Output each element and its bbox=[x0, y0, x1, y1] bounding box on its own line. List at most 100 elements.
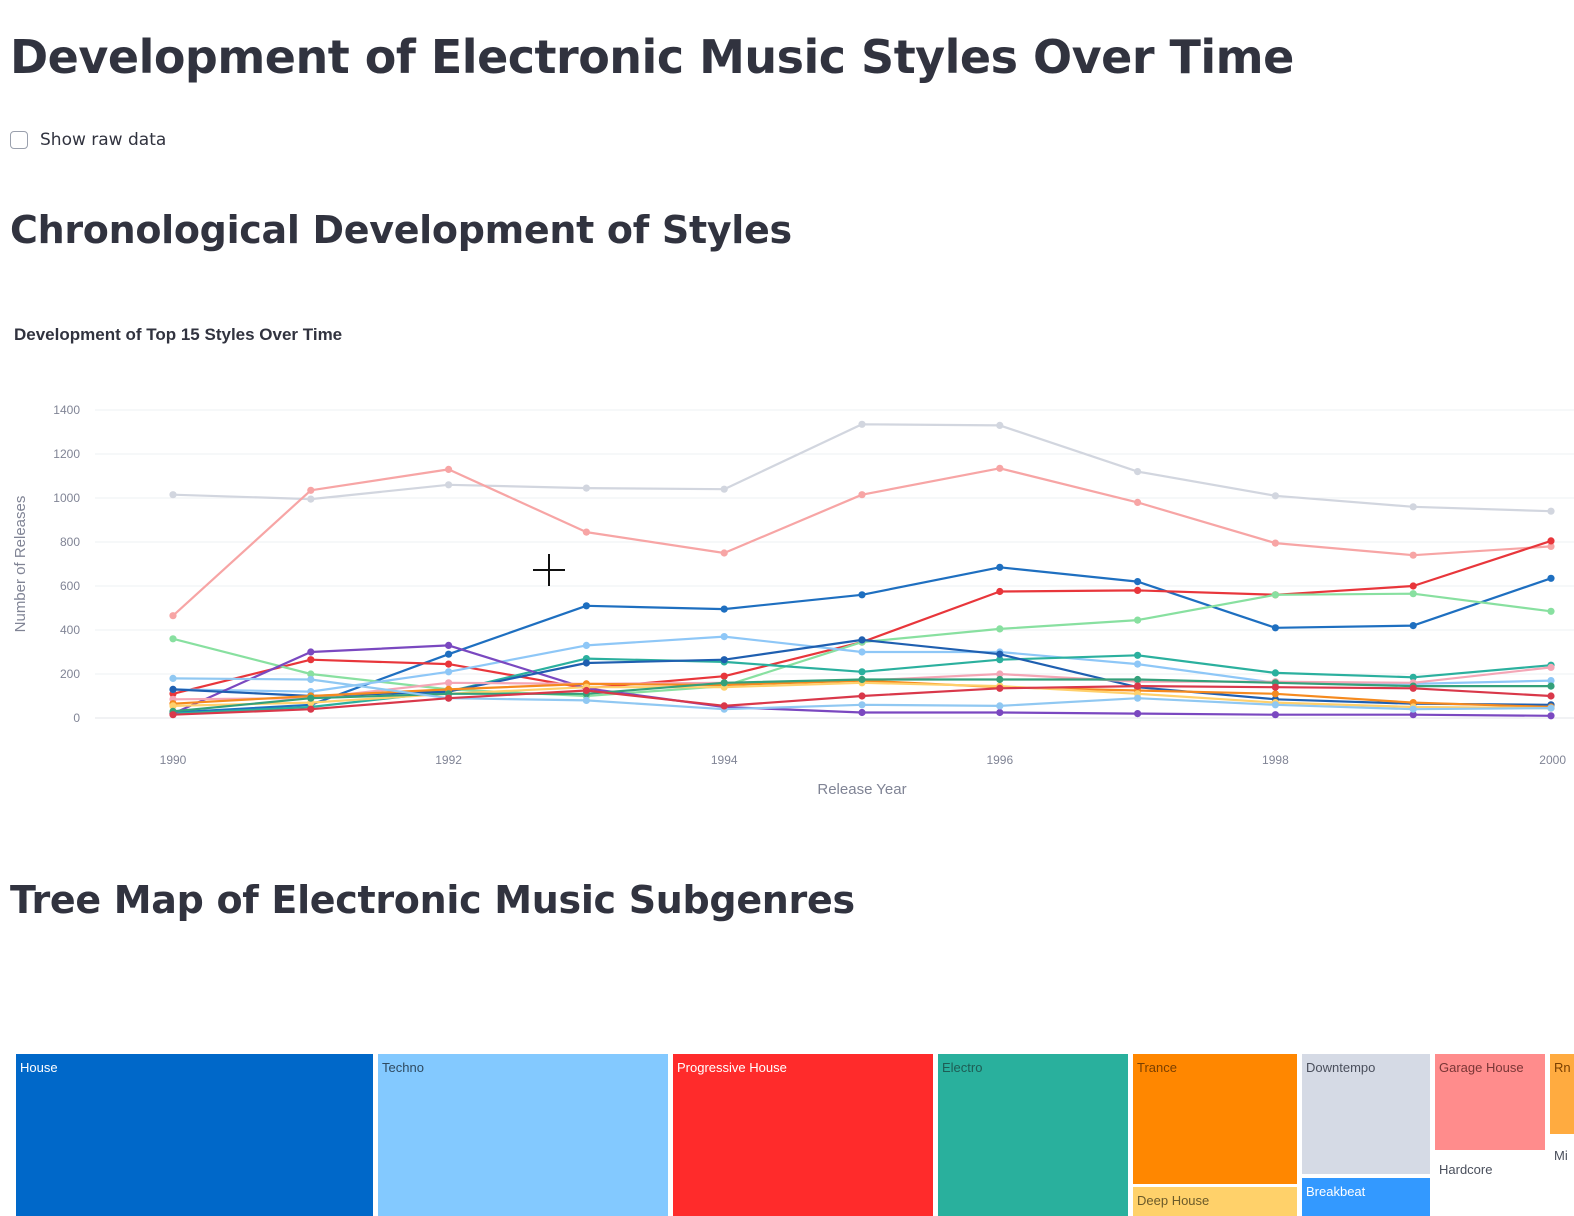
data-point bbox=[996, 708, 1004, 717]
chart-title: Development of Top 15 Styles Over Time bbox=[14, 325, 342, 344]
data-point bbox=[1409, 590, 1417, 598]
checkbox-label: Show raw data bbox=[40, 130, 167, 150]
data-point bbox=[1271, 591, 1279, 599]
data-point bbox=[858, 708, 866, 717]
y-axis-title: Number of Releases bbox=[12, 496, 29, 633]
data-point bbox=[1134, 675, 1142, 684]
data-point bbox=[1134, 660, 1142, 668]
treemap-tile-label: House bbox=[20, 1060, 58, 1075]
treemap-tile-breakbeat[interactable]: Breakbeat bbox=[1302, 1178, 1430, 1216]
data-point bbox=[445, 641, 453, 649]
treemap-tile-label: Downtempo bbox=[1306, 1060, 1376, 1075]
data-point bbox=[1409, 673, 1417, 681]
data-point bbox=[720, 549, 728, 557]
data-point bbox=[1547, 537, 1555, 545]
y-tick-label: 600 bbox=[60, 579, 80, 593]
data-point bbox=[720, 485, 728, 493]
treemap-tile-trance[interactable]: Trance bbox=[1133, 1054, 1297, 1184]
treemap-tile-rn[interactable]: Rn bbox=[1550, 1054, 1574, 1134]
treemap-tile-label: Breakbeat bbox=[1306, 1184, 1366, 1199]
treemap-tile-house[interactable]: House bbox=[16, 1054, 373, 1216]
data-point bbox=[445, 694, 453, 702]
data-point bbox=[1134, 710, 1142, 718]
data-point bbox=[169, 612, 177, 620]
data-point bbox=[307, 705, 315, 713]
section-heading-treemap: Tree Map of Electronic Music Subgenres bbox=[10, 878, 855, 922]
data-point bbox=[996, 670, 1004, 678]
data-point bbox=[1409, 503, 1417, 511]
data-point bbox=[996, 563, 1004, 571]
y-tick-label: 1400 bbox=[53, 403, 80, 417]
data-point bbox=[1409, 551, 1417, 559]
y-tick-label: 0 bbox=[73, 711, 80, 725]
checkbox-box[interactable] bbox=[10, 131, 28, 149]
y-tick-label: 200 bbox=[60, 667, 80, 681]
data-point bbox=[1134, 682, 1142, 690]
data-point bbox=[1134, 616, 1142, 624]
treemap-tile-label: Rn bbox=[1554, 1060, 1571, 1075]
x-axis-title: Release Year bbox=[817, 781, 906, 798]
data-point bbox=[858, 491, 866, 499]
y-tick-label: 1000 bbox=[53, 491, 80, 505]
treemap-tile-label: Mi bbox=[1554, 1148, 1568, 1163]
treemap-tile-label: Hardcore bbox=[1439, 1162, 1493, 1177]
data-point bbox=[1409, 582, 1417, 590]
data-point bbox=[858, 701, 866, 709]
data-point bbox=[1134, 651, 1142, 659]
treemap-tile-progressive-house[interactable]: Progressive House bbox=[673, 1054, 933, 1216]
treemap-tile-mi[interactable]: Mi bbox=[1550, 1138, 1574, 1216]
data-point bbox=[169, 491, 177, 499]
data-point bbox=[169, 702, 177, 710]
data-point bbox=[996, 421, 1004, 429]
data-point bbox=[445, 465, 453, 473]
data-point bbox=[996, 625, 1004, 633]
treemap-tile-label: Deep House bbox=[1137, 1193, 1210, 1208]
show-raw-data-checkbox[interactable]: Show raw data bbox=[10, 130, 166, 150]
data-point bbox=[1547, 574, 1555, 582]
treemap-tile-label: Electro bbox=[942, 1060, 983, 1075]
data-point bbox=[858, 636, 866, 644]
data-point bbox=[307, 670, 315, 678]
treemap-tile-label: Garage House bbox=[1439, 1060, 1524, 1075]
treemap-tile-hardcore[interactable]: Hardcore bbox=[1435, 1152, 1545, 1216]
data-point bbox=[1271, 701, 1279, 709]
data-point bbox=[1547, 607, 1555, 615]
data-point bbox=[1547, 677, 1555, 685]
line-chart[interactable]: Development of Top 15 Styles Over Time 0 2… bbox=[0, 310, 1574, 810]
section-heading-chronological: Chronological Development of Styles bbox=[10, 208, 792, 252]
data-point bbox=[720, 702, 728, 710]
data-point bbox=[1547, 663, 1555, 671]
data-point bbox=[996, 702, 1004, 710]
treemap[interactable]: House Techno Progressive House Electro Tranc… bbox=[0, 1052, 1574, 1216]
data-point bbox=[582, 484, 591, 492]
data-point bbox=[169, 685, 177, 693]
data-point bbox=[1271, 539, 1279, 547]
x-tick-label: 1990 bbox=[160, 753, 187, 767]
x-tick-label: 1996 bbox=[986, 753, 1013, 767]
x-tick-label: 1998 bbox=[1262, 753, 1289, 767]
data-point bbox=[1409, 711, 1417, 719]
data-point bbox=[1409, 622, 1417, 630]
data-point bbox=[1134, 586, 1142, 594]
data-point bbox=[1409, 684, 1417, 692]
data-point bbox=[720, 656, 728, 664]
treemap-tile-electro[interactable]: Electro bbox=[938, 1054, 1128, 1216]
data-point bbox=[582, 659, 591, 667]
data-point bbox=[720, 679, 728, 687]
data-point bbox=[1271, 690, 1279, 698]
data-point bbox=[858, 420, 866, 428]
treemap-tile-deep-house[interactable]: Deep House bbox=[1133, 1187, 1297, 1216]
data-point bbox=[1271, 711, 1279, 719]
data-point bbox=[307, 495, 315, 503]
data-point bbox=[445, 679, 453, 687]
data-point bbox=[1271, 492, 1279, 500]
data-point bbox=[169, 674, 177, 682]
data-point bbox=[1547, 712, 1555, 720]
treemap-tile-downtempo[interactable]: Downtempo bbox=[1302, 1054, 1430, 1174]
treemap-tile-techno[interactable]: Techno bbox=[378, 1054, 668, 1216]
data-point bbox=[1547, 507, 1555, 515]
y-tick-label: 1200 bbox=[53, 447, 80, 461]
treemap-tile-garage-house[interactable]: Garage House bbox=[1435, 1054, 1545, 1150]
data-point bbox=[582, 686, 591, 695]
data-point bbox=[445, 668, 453, 676]
